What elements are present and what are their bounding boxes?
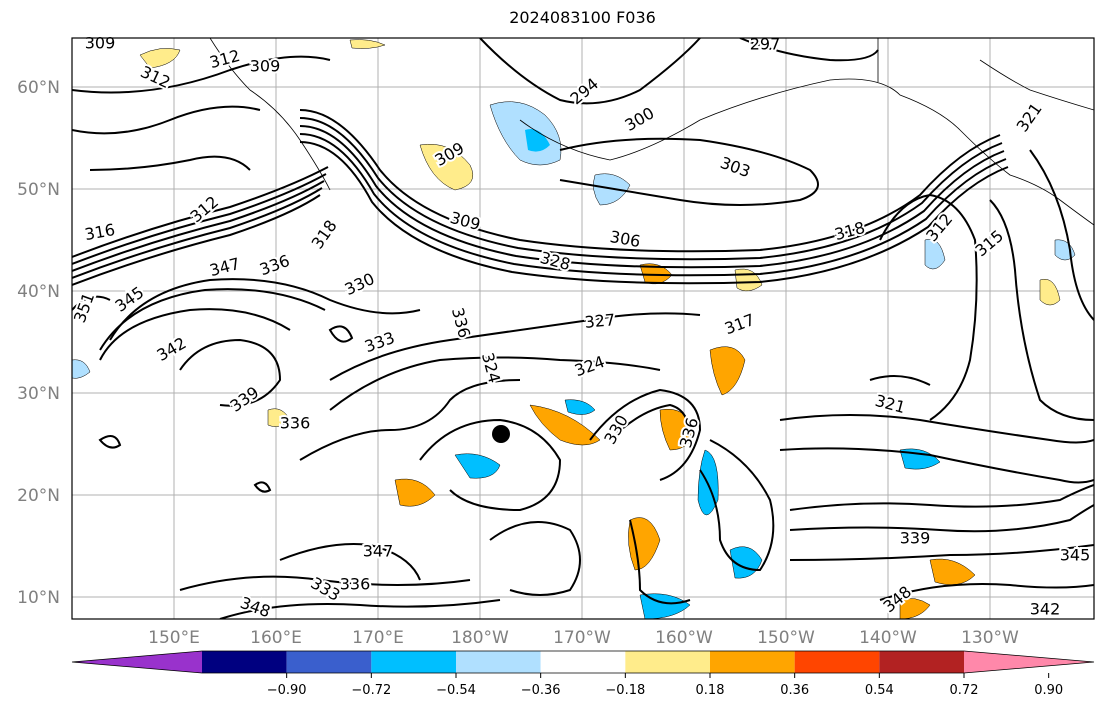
colorbar-outline bbox=[71, 650, 1095, 674]
contour-label-halo: 336 bbox=[280, 414, 311, 433]
colorbar-tick-label: 0.18 bbox=[696, 683, 725, 698]
coastlines bbox=[209, 38, 1094, 226]
contour-label: 347 bbox=[363, 542, 394, 561]
colorbar-segment bbox=[456, 651, 541, 673]
contour-label: 339 bbox=[900, 529, 931, 548]
contour-label: 342 bbox=[1030, 600, 1061, 619]
contour-label-halo: 347 bbox=[363, 542, 394, 561]
colorbar-tick-label: 0.72 bbox=[950, 683, 979, 698]
lon-label: 150°W bbox=[757, 628, 815, 648]
latitude-axis: 60°N 50°N 40°N 30°N 20°N 10°N bbox=[17, 78, 60, 608]
contour-label: 327 bbox=[584, 310, 616, 332]
lon-label: 140°W bbox=[859, 628, 917, 648]
colorbar-segment bbox=[540, 651, 626, 673]
lon-label: 170°E bbox=[352, 628, 404, 648]
contour-label-halo: 336 bbox=[340, 575, 371, 594]
map-title: 2024083100 F036 bbox=[509, 8, 656, 27]
colorbar-tick-label: 0.54 bbox=[865, 683, 894, 698]
contour-label-halo: 339 bbox=[900, 529, 931, 548]
map-border bbox=[71, 37, 1095, 620]
colorbar-tick-label: 0.90 bbox=[1034, 683, 1063, 698]
colorbar-tick-label: −0.72 bbox=[351, 683, 391, 698]
lat-label: 30°N bbox=[17, 384, 60, 404]
lat-label: 20°N bbox=[17, 486, 60, 506]
contour-label: 345 bbox=[1060, 546, 1091, 565]
colorbar: −0.90 −0.72 −0.54 −0.36 −0.18 0.18 0.36 0.54 0.7… bbox=[71, 650, 1095, 698]
colorbar-segment bbox=[371, 651, 456, 673]
colorbar-tick-label: −0.36 bbox=[521, 683, 561, 698]
contour-label-halo: 342 bbox=[1030, 600, 1061, 619]
contour-label-halo: 345 bbox=[1060, 546, 1091, 565]
colorbar-segment bbox=[879, 651, 964, 673]
storm-marker-icon bbox=[492, 425, 510, 443]
graticule bbox=[72, 38, 1094, 619]
lat-label: 50°N bbox=[17, 180, 60, 200]
colorbar-segment bbox=[710, 651, 795, 673]
colorbar-extend-min bbox=[72, 651, 202, 673]
contour-label: 336 bbox=[340, 575, 371, 594]
colorbar-tick-label: −0.18 bbox=[605, 683, 645, 698]
colorbar-segment bbox=[202, 651, 287, 673]
lon-label: 160°E bbox=[250, 628, 302, 648]
lat-label: 10°N bbox=[17, 588, 60, 608]
contour-label: 309 bbox=[85, 34, 116, 53]
contour-label: 309 bbox=[250, 57, 281, 76]
lat-label: 40°N bbox=[17, 282, 60, 302]
colorbar-segment bbox=[625, 651, 710, 673]
colorbar-tick-label: 0.36 bbox=[780, 683, 809, 698]
lon-label: 150°E bbox=[148, 628, 200, 648]
colorbar-tick-label: −0.90 bbox=[267, 683, 307, 698]
colorbar-extend-max bbox=[964, 651, 1094, 673]
lon-label: 130°W bbox=[961, 628, 1019, 648]
contour-label: 336 bbox=[280, 414, 311, 433]
contour-lines bbox=[72, 38, 1094, 619]
colorbar-segment bbox=[794, 651, 880, 673]
map-area bbox=[72, 38, 1094, 619]
lon-label: 170°W bbox=[553, 628, 611, 648]
shaded-field bbox=[72, 39, 1076, 619]
colorbar-tick-label: −0.54 bbox=[436, 683, 476, 698]
lat-label: 60°N bbox=[17, 78, 60, 98]
colorbar-segment bbox=[286, 651, 372, 673]
lon-label: 160°W bbox=[655, 628, 713, 648]
longitude-axis: 150°E 160°E 170°E 180°W 170°W 160°W 150°… bbox=[148, 628, 1019, 648]
contour-label-halo: 309 bbox=[250, 57, 281, 76]
contour-label: 297 bbox=[750, 35, 781, 54]
lon-label: 180°W bbox=[451, 628, 509, 648]
